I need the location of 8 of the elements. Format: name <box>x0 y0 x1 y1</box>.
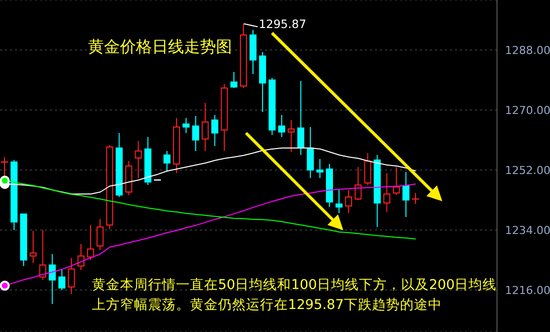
y-tick-label: 1270.00 <box>505 104 550 117</box>
y-tick-label: 1216.00 <box>505 284 550 297</box>
annotation: 黄金本周行情一直在50日均线和100日均线下方，以及200日均线上方窄幅震荡。黄金仍然运行在1295.87下跌趋势的途中 <box>92 276 497 315</box>
y-tick-label: 1252.00 <box>505 164 550 177</box>
annotation: 1295.87 <box>258 16 306 31</box>
text: 黄金价格日线走势图 <box>88 37 232 56</box>
y-tick-label: 1234.00 <box>505 224 550 237</box>
y-tick-label: 1288.00 <box>505 44 550 57</box>
